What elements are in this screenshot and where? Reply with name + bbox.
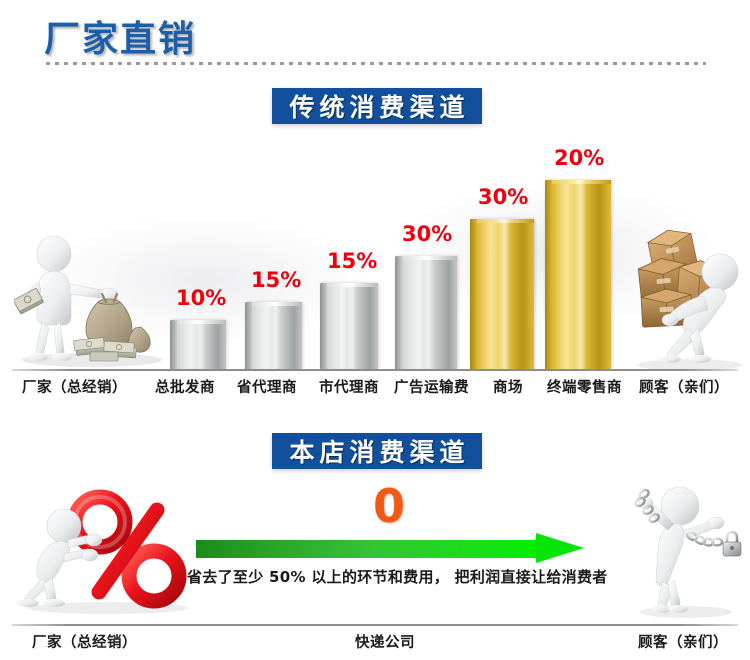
axis-label-mall: 商场 xyxy=(493,380,523,396)
bar-total-wholesaler xyxy=(170,320,226,369)
bar-value-city-agent: 15% xyxy=(327,249,378,273)
title-divider xyxy=(46,62,706,65)
bar-value-total-wholesaler: 10% xyxy=(176,286,227,310)
our-store-channel-banner: 本店消费渠道 xyxy=(272,433,482,469)
bar-highlight xyxy=(423,256,434,369)
bar-side xyxy=(395,256,402,369)
axis-label-ad-transport-fee: 广告运输费 xyxy=(394,380,469,396)
manufacturer-pushing-percent-figure xyxy=(16,482,196,620)
bar-value-ad-transport-fee: 30% xyxy=(402,222,453,246)
bar-city-agent xyxy=(320,283,378,369)
bottom-label-courier: 快递公司 xyxy=(355,635,415,651)
axis-label-manufacturer: 厂家（总经销） xyxy=(22,380,127,396)
bar-value-mall: 30% xyxy=(478,185,529,209)
padlock-icon xyxy=(722,530,742,557)
axis-label-terminal-retailer: 终端零售商 xyxy=(547,380,622,396)
bar-highlight xyxy=(575,180,586,369)
axis-label-total-wholesaler: 总批发商 xyxy=(155,380,215,396)
axis-label-city-agent: 市代理商 xyxy=(319,380,379,396)
traditional-channel-banner-label: 传统消费渠道 xyxy=(289,93,470,122)
customer-carrying-boxes-figure xyxy=(626,222,750,374)
axis-label-province-agent: 省代理商 xyxy=(237,380,297,396)
axis-label-customer: 顾客（亲们） xyxy=(639,380,729,396)
bar-value-province-agent: 15% xyxy=(251,268,302,292)
bottom-label-manufacturer: 厂家（总经销） xyxy=(32,635,137,651)
bar-highlight xyxy=(499,219,510,369)
savings-caption: 省去了至少 50% 以上的环节和费用， 把利润直接让给消费者 xyxy=(187,568,608,586)
bar-province-agent xyxy=(245,302,302,369)
bar-highlight xyxy=(271,302,281,369)
customer-broken-chains-figure xyxy=(628,472,750,622)
page-title: 厂家直销 xyxy=(44,19,197,60)
traditional-channel-banner: 传统消费渠道 xyxy=(272,88,482,124)
bar-side xyxy=(170,320,177,369)
bar-side xyxy=(470,219,477,369)
manufacturer-with-money-figure xyxy=(14,232,164,372)
bar-ad-transport-fee xyxy=(395,256,457,369)
arrow-shaft xyxy=(196,540,541,558)
bar-side xyxy=(545,180,552,369)
bar-mall xyxy=(470,219,534,369)
chart-axis-line xyxy=(12,369,738,371)
bar-side xyxy=(245,302,252,369)
bar-side xyxy=(320,283,327,369)
bar-highlight xyxy=(195,320,205,369)
bottom-baseline xyxy=(12,624,738,626)
bar-highlight xyxy=(346,283,356,369)
bar-terminal-retailer xyxy=(545,180,611,369)
bottom-label-customer: 顾客（亲们） xyxy=(638,635,728,651)
bar-value-terminal-retailer: 20% xyxy=(554,146,605,170)
zero-middlemen-label: 0 xyxy=(373,479,406,533)
arrow-head-icon xyxy=(536,533,584,563)
our-store-channel-banner-label: 本店消费渠道 xyxy=(289,438,470,467)
direct-sale-arrow xyxy=(196,533,596,563)
